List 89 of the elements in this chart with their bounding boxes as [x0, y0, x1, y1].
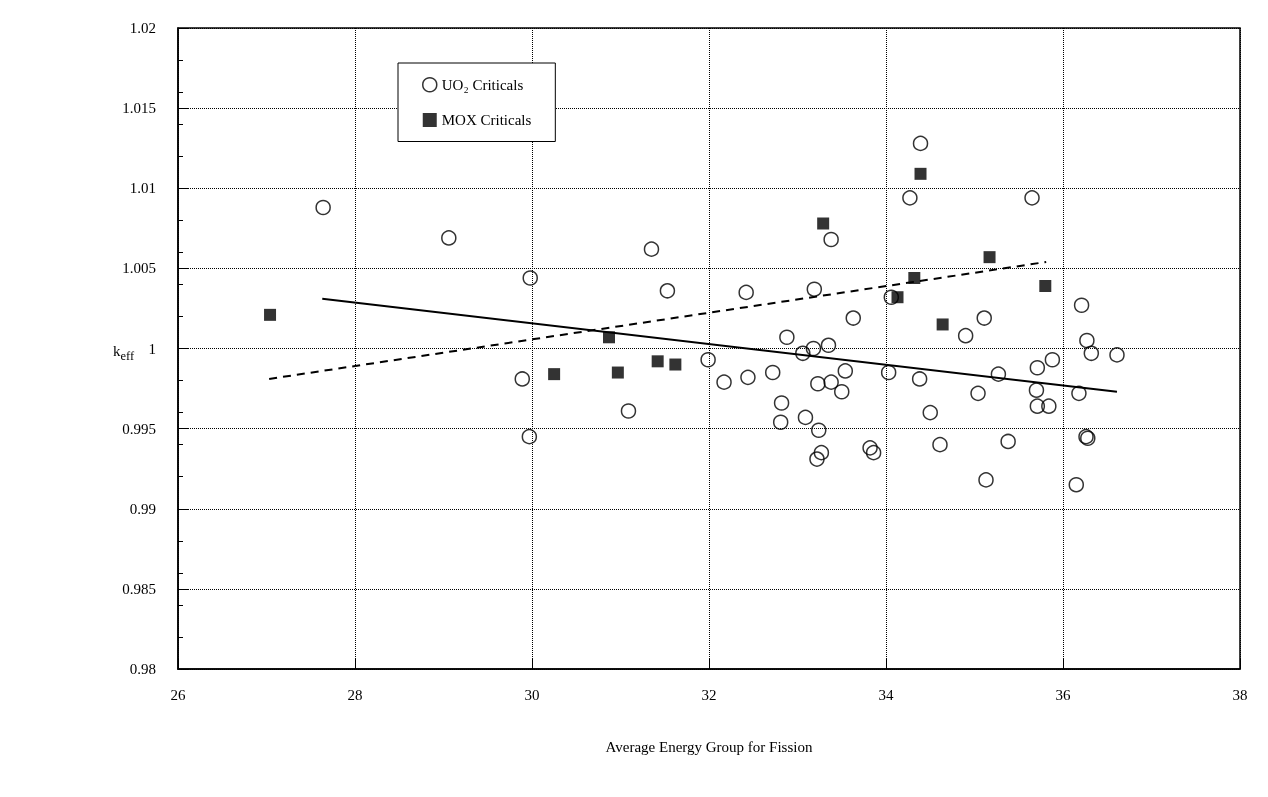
point	[1083, 345, 1100, 362]
y-tick-label: 1	[148, 340, 156, 357]
point	[834, 384, 850, 400]
y-tick-label: 1.015	[122, 100, 156, 117]
point	[990, 366, 1007, 382]
point	[865, 444, 882, 461]
y-axis-title: k$_{eff}$	[113, 343, 135, 364]
point	[813, 444, 830, 461]
x-tick-label: 34	[878, 686, 894, 703]
point	[908, 271, 921, 284]
point	[823, 231, 839, 248]
point	[522, 270, 538, 286]
point	[922, 404, 938, 421]
point	[805, 340, 822, 357]
point	[716, 374, 732, 390]
point	[1071, 385, 1087, 402]
point	[809, 451, 825, 467]
y-tick-label: 0.995	[122, 420, 156, 437]
point	[1029, 398, 1046, 414]
point	[264, 308, 277, 321]
point	[651, 355, 664, 368]
point	[914, 167, 927, 180]
point	[957, 327, 974, 344]
point	[797, 409, 814, 426]
x-tick-label: 30	[524, 686, 540, 703]
point	[620, 403, 637, 419]
point	[936, 318, 949, 331]
x-tick-label: 38	[1232, 686, 1248, 703]
point	[795, 345, 811, 362]
point	[773, 395, 790, 411]
point	[521, 428, 538, 445]
point	[983, 251, 996, 264]
point	[891, 291, 904, 304]
point	[659, 283, 676, 299]
y-tick-label: 0.985	[122, 580, 156, 597]
point	[811, 422, 827, 438]
x-tick-label: 26	[170, 686, 186, 703]
point	[806, 281, 823, 297]
point	[514, 371, 531, 387]
point	[902, 190, 918, 206]
point	[820, 337, 837, 354]
y-tick-label: 0.98	[129, 661, 156, 677]
y-tick-label: 0.99	[129, 500, 156, 517]
legend-label: MOX Criticals	[441, 112, 532, 128]
point	[738, 284, 754, 301]
y-tick-label: 1.02	[129, 20, 156, 36]
legend-label: UO₂ Criticals	[441, 76, 524, 93]
point	[1041, 398, 1057, 414]
point	[700, 351, 716, 368]
point	[1068, 476, 1085, 493]
point	[1029, 359, 1046, 376]
point	[1039, 280, 1052, 292]
x-tick-label: 36	[1055, 686, 1071, 703]
point	[1028, 382, 1045, 398]
point	[976, 310, 992, 326]
point	[911, 371, 928, 387]
point	[772, 414, 789, 430]
point	[1000, 433, 1016, 450]
x-tick-label: 32	[701, 686, 717, 703]
point	[669, 358, 682, 371]
point	[932, 436, 948, 453]
point	[837, 363, 854, 379]
y-tick-label: 1.005	[122, 260, 156, 277]
point	[880, 364, 897, 381]
x-tick-label: 28	[347, 686, 363, 703]
point	[611, 366, 624, 379]
point	[740, 369, 756, 386]
point	[779, 329, 795, 346]
y-tick-label: 1.01	[129, 180, 156, 197]
point	[548, 368, 561, 381]
point	[978, 472, 994, 488]
point	[1044, 351, 1061, 368]
point	[315, 199, 331, 216]
point	[441, 230, 457, 246]
point	[810, 376, 826, 392]
point	[862, 440, 878, 456]
point	[912, 135, 929, 152]
point	[643, 241, 660, 257]
point	[1024, 190, 1040, 206]
point	[602, 331, 615, 344]
point	[764, 364, 781, 381]
x-axis-title: Average Energy Group for Fission	[605, 738, 813, 755]
point	[970, 385, 986, 402]
point	[817, 217, 830, 230]
point	[1073, 297, 1090, 313]
point	[1109, 347, 1125, 363]
point	[823, 374, 839, 390]
point	[1079, 332, 1095, 349]
point	[845, 310, 862, 326]
